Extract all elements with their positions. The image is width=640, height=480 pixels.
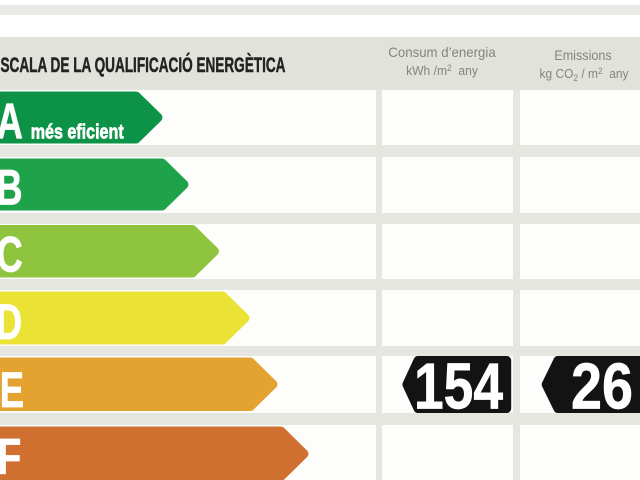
svg-text:B: B (0, 160, 23, 216)
svg-text:més eficient: més eficient (31, 121, 124, 144)
svg-text:154: 154 (414, 350, 503, 423)
svg-text:C: C (0, 227, 23, 283)
svg-text:A: A (0, 94, 23, 150)
svg-text:SCALA DE LA QUALIFICACIÓ ENERG: SCALA DE LA QUALIFICACIÓ ENERGÈTICA (1, 52, 286, 77)
svg-text:D: D (0, 294, 22, 350)
svg-text:E: E (0, 362, 24, 418)
svg-text:F: F (0, 428, 21, 480)
svg-text:26: 26 (571, 350, 633, 423)
